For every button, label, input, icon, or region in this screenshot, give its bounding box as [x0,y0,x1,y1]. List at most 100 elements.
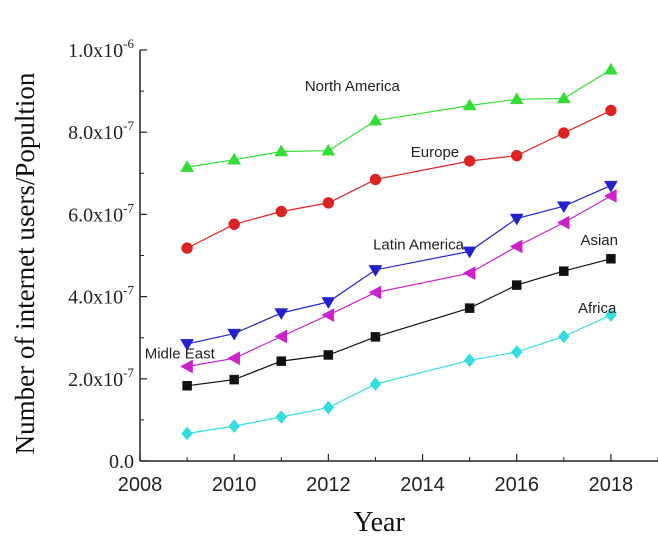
data-point-midle-east [462,266,476,281]
data-point-africa [605,308,617,322]
y-tick-label: 4.0x10-7 [68,283,134,309]
x-axis-title: Year [353,507,405,538]
x-axis: 2008 2010 2012 2014 2016 2018 [118,454,658,496]
y-tick-exponent: -7 [123,365,134,380]
data-point-latin-america [603,180,618,193]
data-point-asian [511,280,522,290]
data-point-europe [605,104,617,117]
x-tick-label: 2010 [212,474,257,496]
data-point-midle-east [180,359,193,374]
series-midle-east [180,188,617,374]
data-point-north-america [321,143,336,156]
data-point-europe [463,155,476,167]
y-tick-mantissa: 1.0x10 [68,40,123,62]
x-tick-label: 2016 [494,474,539,496]
data-point-north-america [274,144,289,157]
data-point-asian [559,266,569,276]
data-point-midle-east [368,285,382,300]
data-point-africa [510,345,523,359]
y-tick-label: 8.0x10-7 [68,118,134,144]
data-point-africa [369,377,382,392]
y-tick-mantissa: 4.0x10 [68,287,123,309]
data-point-latin-america [227,328,242,341]
data-point-north-america [462,98,477,111]
series-latin-america [180,180,618,351]
data-point-north-america [556,91,571,104]
data-point-asian [229,374,239,385]
y-tick-mantissa: 6.0x10 [68,204,123,226]
data-point-asian [370,332,381,342]
series-annotation: North America [305,78,401,95]
data-point-latin-america [274,308,289,321]
y-tick-label: 1.0x10-6 [68,36,134,62]
series-africa [181,308,617,441]
data-point-europe [558,127,570,139]
series-line-africa [187,314,612,435]
series-line-midle-east [186,195,612,368]
data-point-latin-america [321,297,336,309]
series-line-latin-america [186,185,612,345]
data-point-midle-east [603,188,617,203]
data-point-latin-america [180,339,195,351]
series-asian [182,254,616,391]
series-annotation: Africa [578,300,617,317]
data-point-europe [322,197,335,209]
series-annotation: Europe [411,144,459,161]
x-tick-label: 2008 [118,474,163,496]
data-point-africa [181,426,193,441]
y-tick-mantissa: 0.0 [109,451,134,473]
x-tick-label: 2018 [589,474,634,496]
data-point-latin-america [368,265,383,277]
x-tick-label: 2014 [400,474,445,496]
data-point-north-america [180,160,195,172]
plot-frame [139,50,658,462]
x-tick-label: 2012 [306,474,351,496]
data-point-africa [463,353,476,368]
data-point-africa [322,400,335,415]
data-point-north-america [603,62,618,75]
data-point-europe [510,149,523,162]
data-point-latin-america [556,201,571,214]
series-annotation: Midle East [145,345,216,362]
series-line-europe [186,109,612,249]
y-tick-label: 6.0x10-7 [68,200,134,226]
data-point-midle-east [227,351,240,366]
data-point-europe [369,173,382,186]
y-tick-label: 2.0x10-7 [68,365,134,391]
data-point-midle-east [556,215,570,230]
annotation-layer: North America Europe Latin America Midle Ea… [145,78,618,362]
data-point-africa [275,410,288,424]
data-point-latin-america [462,246,477,259]
y-tick-mantissa: 2.0x10 [68,369,123,391]
data-point-europe [275,205,288,218]
y-axis: 0.02.0x10-74.0x10-76.0x10-78.0x10-71.0x1… [68,36,147,473]
series-europe [181,104,617,254]
data-point-north-america [509,92,524,105]
data-point-north-america [368,113,383,126]
data-point-asian [182,381,192,391]
data-point-asian [276,356,287,366]
series-line-asian [187,258,612,387]
data-point-midle-east [274,329,288,344]
y-tick-exponent: -7 [123,283,134,298]
data-point-europe [228,218,240,231]
data-point-asian [464,303,475,313]
data-point-midle-east [321,308,335,323]
series-north-america [180,62,618,172]
data-point-africa [557,329,570,344]
y-tick-exponent: -7 [123,200,134,215]
y-tick-mantissa: 8.0x10 [68,122,123,144]
y-tick-exponent: -6 [123,36,134,51]
data-point-europe [181,242,193,254]
y-tick-label: 0.0 [109,451,134,473]
series-annotation: Latin America [373,236,465,253]
series-annotation: Asian [580,232,618,249]
y-axis-title: Number of internet users/Popultion [10,72,40,454]
data-point-latin-america [509,213,524,226]
series-layer [180,62,618,441]
data-point-asian [323,350,334,360]
data-point-asian [606,254,616,264]
data-point-north-america [227,152,242,165]
y-tick-exponent: -7 [123,118,134,133]
